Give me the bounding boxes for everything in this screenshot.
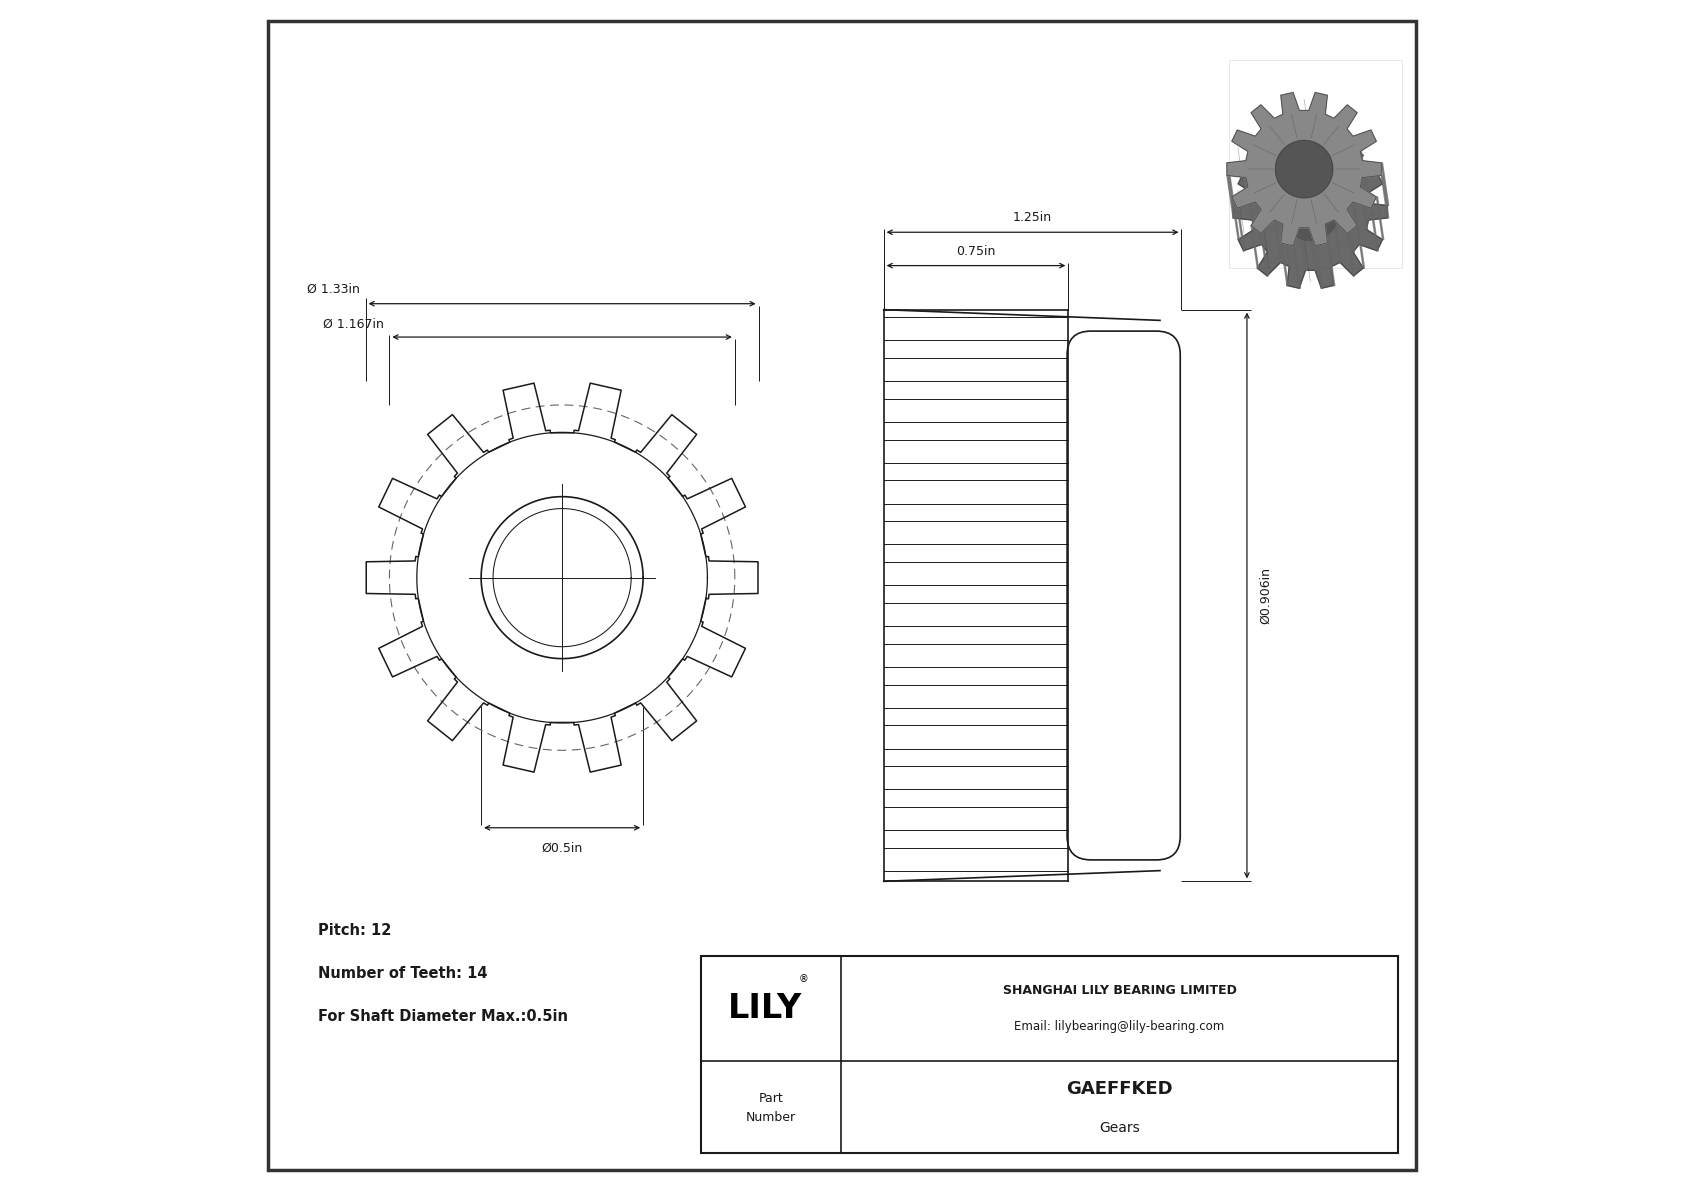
Polygon shape	[1275, 141, 1332, 198]
Polygon shape	[1282, 243, 1288, 286]
Text: Ø 1.33in: Ø 1.33in	[306, 282, 360, 295]
Polygon shape	[1238, 208, 1244, 251]
Polygon shape	[1357, 225, 1364, 268]
Polygon shape	[1255, 202, 1263, 244]
Text: Ø 1.167in: Ø 1.167in	[323, 318, 384, 331]
Polygon shape	[1293, 245, 1300, 288]
Polygon shape	[1300, 227, 1307, 270]
Polygon shape	[1283, 224, 1290, 267]
Text: Ø0.5in: Ø0.5in	[542, 842, 583, 855]
Polygon shape	[1347, 210, 1354, 252]
Polygon shape	[1334, 220, 1340, 262]
Text: ®: ®	[798, 974, 808, 984]
Polygon shape	[1228, 163, 1234, 206]
Polygon shape	[1228, 175, 1234, 218]
Polygon shape	[1308, 227, 1317, 270]
Polygon shape	[1376, 197, 1384, 239]
Text: SHANGHAI LILY BEARING LIMITED: SHANGHAI LILY BEARING LIMITED	[1002, 984, 1236, 997]
Polygon shape	[1282, 183, 1339, 241]
Text: Number of Teeth: 14: Number of Teeth: 14	[318, 966, 487, 981]
Polygon shape	[1362, 177, 1369, 220]
Polygon shape	[1361, 151, 1367, 194]
Text: Part: Part	[759, 1092, 783, 1105]
Polygon shape	[1246, 177, 1253, 220]
Bar	[884, 310, 1068, 881]
FancyBboxPatch shape	[1061, 303, 1189, 888]
Bar	[702, 956, 1398, 1153]
FancyBboxPatch shape	[1068, 331, 1180, 860]
Text: Ø0.906in: Ø0.906in	[1260, 567, 1271, 624]
Polygon shape	[1275, 220, 1282, 262]
Text: Email: lilybearing@lily-bearing.com: Email: lilybearing@lily-bearing.com	[1014, 1019, 1224, 1033]
Polygon shape	[1352, 202, 1361, 244]
Text: Pitch: 12: Pitch: 12	[318, 923, 391, 939]
Polygon shape	[1246, 161, 1253, 204]
Text: Gears: Gears	[1100, 1121, 1140, 1135]
Polygon shape	[1251, 225, 1258, 268]
Polygon shape	[1248, 151, 1255, 194]
Text: LILY: LILY	[727, 992, 802, 1025]
Polygon shape	[1261, 210, 1268, 252]
Polygon shape	[1362, 161, 1369, 204]
Polygon shape	[1347, 233, 1354, 276]
Text: GAEFFKED: GAEFFKED	[1066, 1080, 1172, 1098]
Polygon shape	[1381, 175, 1389, 218]
Polygon shape	[1327, 243, 1335, 286]
Polygon shape	[1325, 224, 1332, 267]
Text: Number: Number	[746, 1111, 797, 1124]
Bar	[1229, 60, 1401, 268]
Polygon shape	[1233, 135, 1388, 288]
Polygon shape	[1248, 187, 1255, 230]
Polygon shape	[365, 384, 758, 772]
Polygon shape	[1233, 197, 1239, 239]
Text: 0.75in: 0.75in	[957, 245, 995, 258]
Polygon shape	[1361, 187, 1367, 230]
Polygon shape	[1261, 233, 1268, 276]
Text: For Shaft Diameter Max.:0.5in: For Shaft Diameter Max.:0.5in	[318, 1009, 568, 1024]
Polygon shape	[1228, 93, 1381, 245]
Text: 1.25in: 1.25in	[1014, 211, 1052, 224]
Polygon shape	[1381, 163, 1389, 206]
Polygon shape	[1315, 245, 1322, 288]
Polygon shape	[1371, 208, 1378, 251]
